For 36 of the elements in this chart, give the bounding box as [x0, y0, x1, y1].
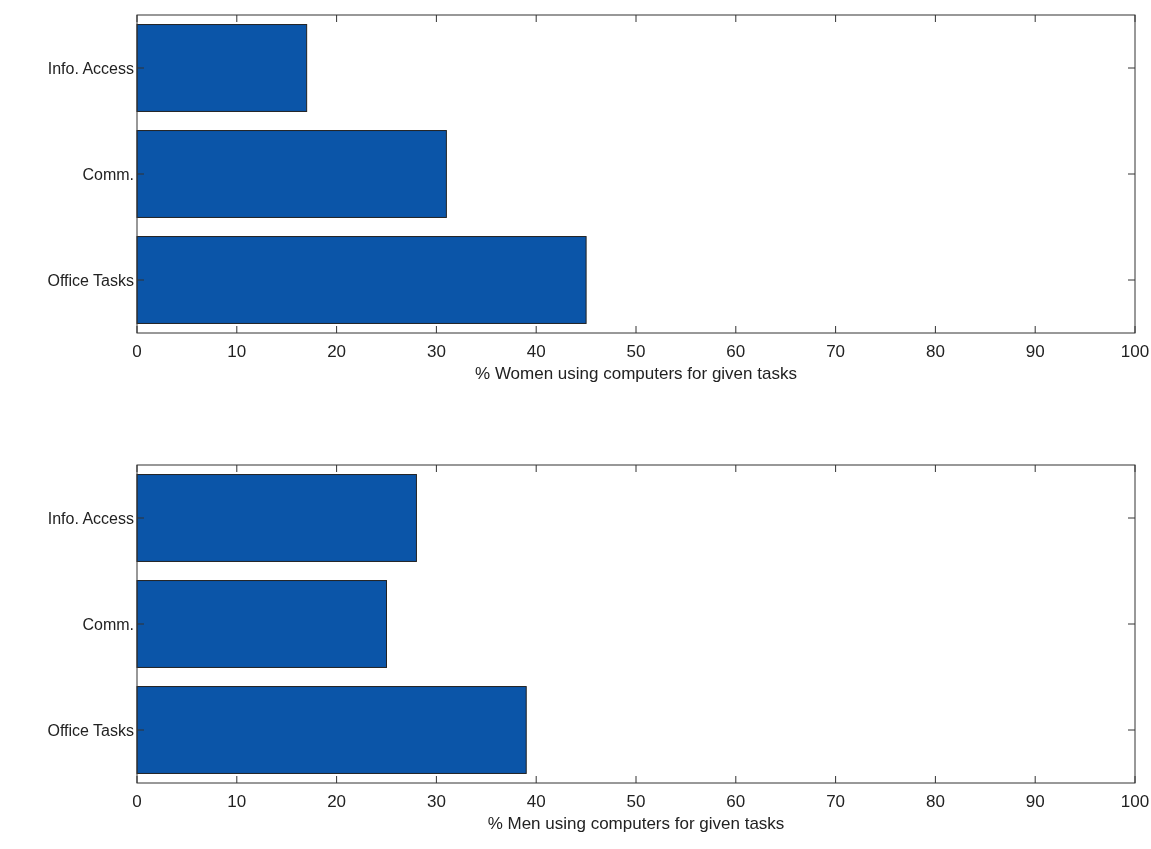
x-tick-label: 10 [227, 342, 247, 361]
y-tick-label: Info. Access [47, 510, 134, 527]
x-tick-label: 30 [426, 342, 446, 361]
x-tick-label: 40 [526, 792, 546, 811]
y-tick-label: Office Tasks [47, 722, 134, 739]
y-tick-label: Comm. [82, 166, 134, 183]
x-tick-label: 100 [1120, 792, 1150, 811]
x-tick-label: 60 [726, 792, 746, 811]
x-tick-label: 50 [626, 792, 646, 811]
x-tick-label: 50 [626, 342, 646, 361]
x-axis-title: % Women using computers for given tasks [475, 364, 797, 383]
x-tick-label: 20 [327, 792, 347, 811]
x-tick-label: 10 [227, 792, 247, 811]
bar [136, 130, 447, 218]
bar [136, 686, 527, 774]
x-tick-label: 90 [1025, 792, 1045, 811]
x-tick-label: 0 [132, 792, 142, 811]
y-tick-label: Info. Access [47, 60, 134, 77]
x-tick-label: 20 [327, 342, 347, 361]
x-tick-label: 0 [132, 342, 142, 361]
x-tick-label: 30 [426, 792, 446, 811]
x-tick-label: 40 [526, 342, 546, 361]
x-axis-title: % Men using computers for given tasks [487, 814, 785, 833]
x-tick-label: 100 [1120, 342, 1150, 361]
x-tick-label: 80 [925, 792, 945, 811]
bar [136, 236, 587, 324]
x-tick-label: 70 [826, 792, 846, 811]
bar [136, 580, 387, 668]
x-tick-label: 80 [925, 342, 945, 361]
x-tick-label: 90 [1025, 342, 1045, 361]
y-tick-label: Comm. [82, 616, 134, 633]
bar [136, 474, 417, 562]
y-tick-label: Office Tasks [47, 272, 134, 289]
x-tick-label: 70 [826, 342, 846, 361]
bar [136, 24, 308, 112]
x-tick-label: 60 [726, 342, 746, 361]
